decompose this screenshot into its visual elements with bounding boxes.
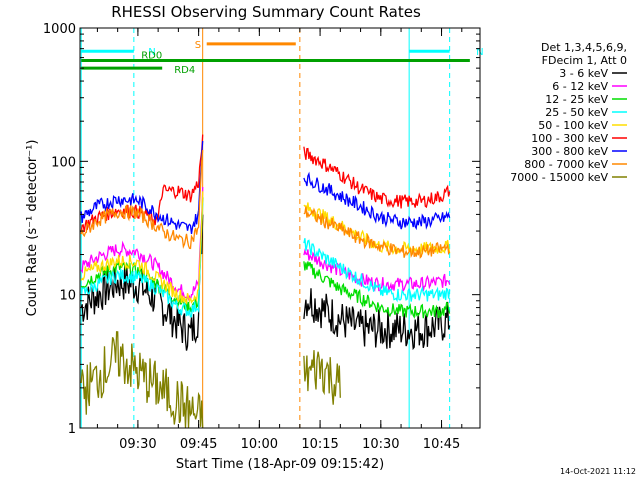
x-tick-label-3: 10:15 [301,437,338,452]
series-line-8 [80,331,341,429]
series-line-0 [80,214,451,351]
y-tick-label-2: 100 [51,155,76,170]
legend-label-5: 100 - 300 keV [531,132,608,145]
legend-title-line-1: Det 1,3,4,5,6,9, [541,41,627,54]
legend-title-line-2: FDecim 1, Att 0 [542,54,627,67]
annotation-label-0: N [148,47,155,58]
legend-label-1: 6 - 12 keV [552,80,608,93]
legend: Det 1,3,4,5,6,9, FDecim 1, Att 0 3 - 6 k… [510,41,627,184]
legend-label-7: 800 - 7000 keV [524,158,608,171]
chart-title: RHESSI Observing Summary Count Rates [111,3,421,21]
legend-label-3: 25 - 50 keV [545,106,608,119]
annotation-label-4: RD4 [174,65,195,76]
x-tick-label-5: 10:45 [423,437,460,452]
series-line-6 [80,140,451,234]
legend-label-0: 3 - 6 keV [559,67,608,80]
legend-label-2: 12 - 25 keV [545,93,608,106]
y-tick-label-0: 1 [68,422,76,437]
timestamp: 14-Oct-2021 11:12 [560,467,636,476]
series-line-3 [80,203,451,318]
x-tick-label-2: 10:00 [241,437,278,452]
series-line-7 [80,150,451,259]
y-tick-label-1: 10 [59,289,76,304]
y-tick-label-3: 1000 [43,22,76,37]
axis-ticks: 09:30 09:45 10:00 10:15 10:30 10:45 1 10 100 1000 [43,22,480,452]
x-tick-label-1: 09:45 [180,437,217,452]
x-tick-label-4: 10:30 [362,437,399,452]
annotation-label-3: RD0 [141,51,162,62]
y-axis-label: Count Rate (s⁻¹ detector⁻¹) [25,140,40,317]
x-tick-label-0: 09:30 [119,437,156,452]
legend-label-4: 50 - 100 keV [538,119,608,132]
x-axis-label: Start Time (18-Apr-09 09:15:42) [176,457,384,472]
annotation-label-2: S [195,40,201,51]
legend-label-6: 300 - 800 keV [531,145,608,158]
legend-label-8: 7000 - 15000 keV [510,171,608,184]
